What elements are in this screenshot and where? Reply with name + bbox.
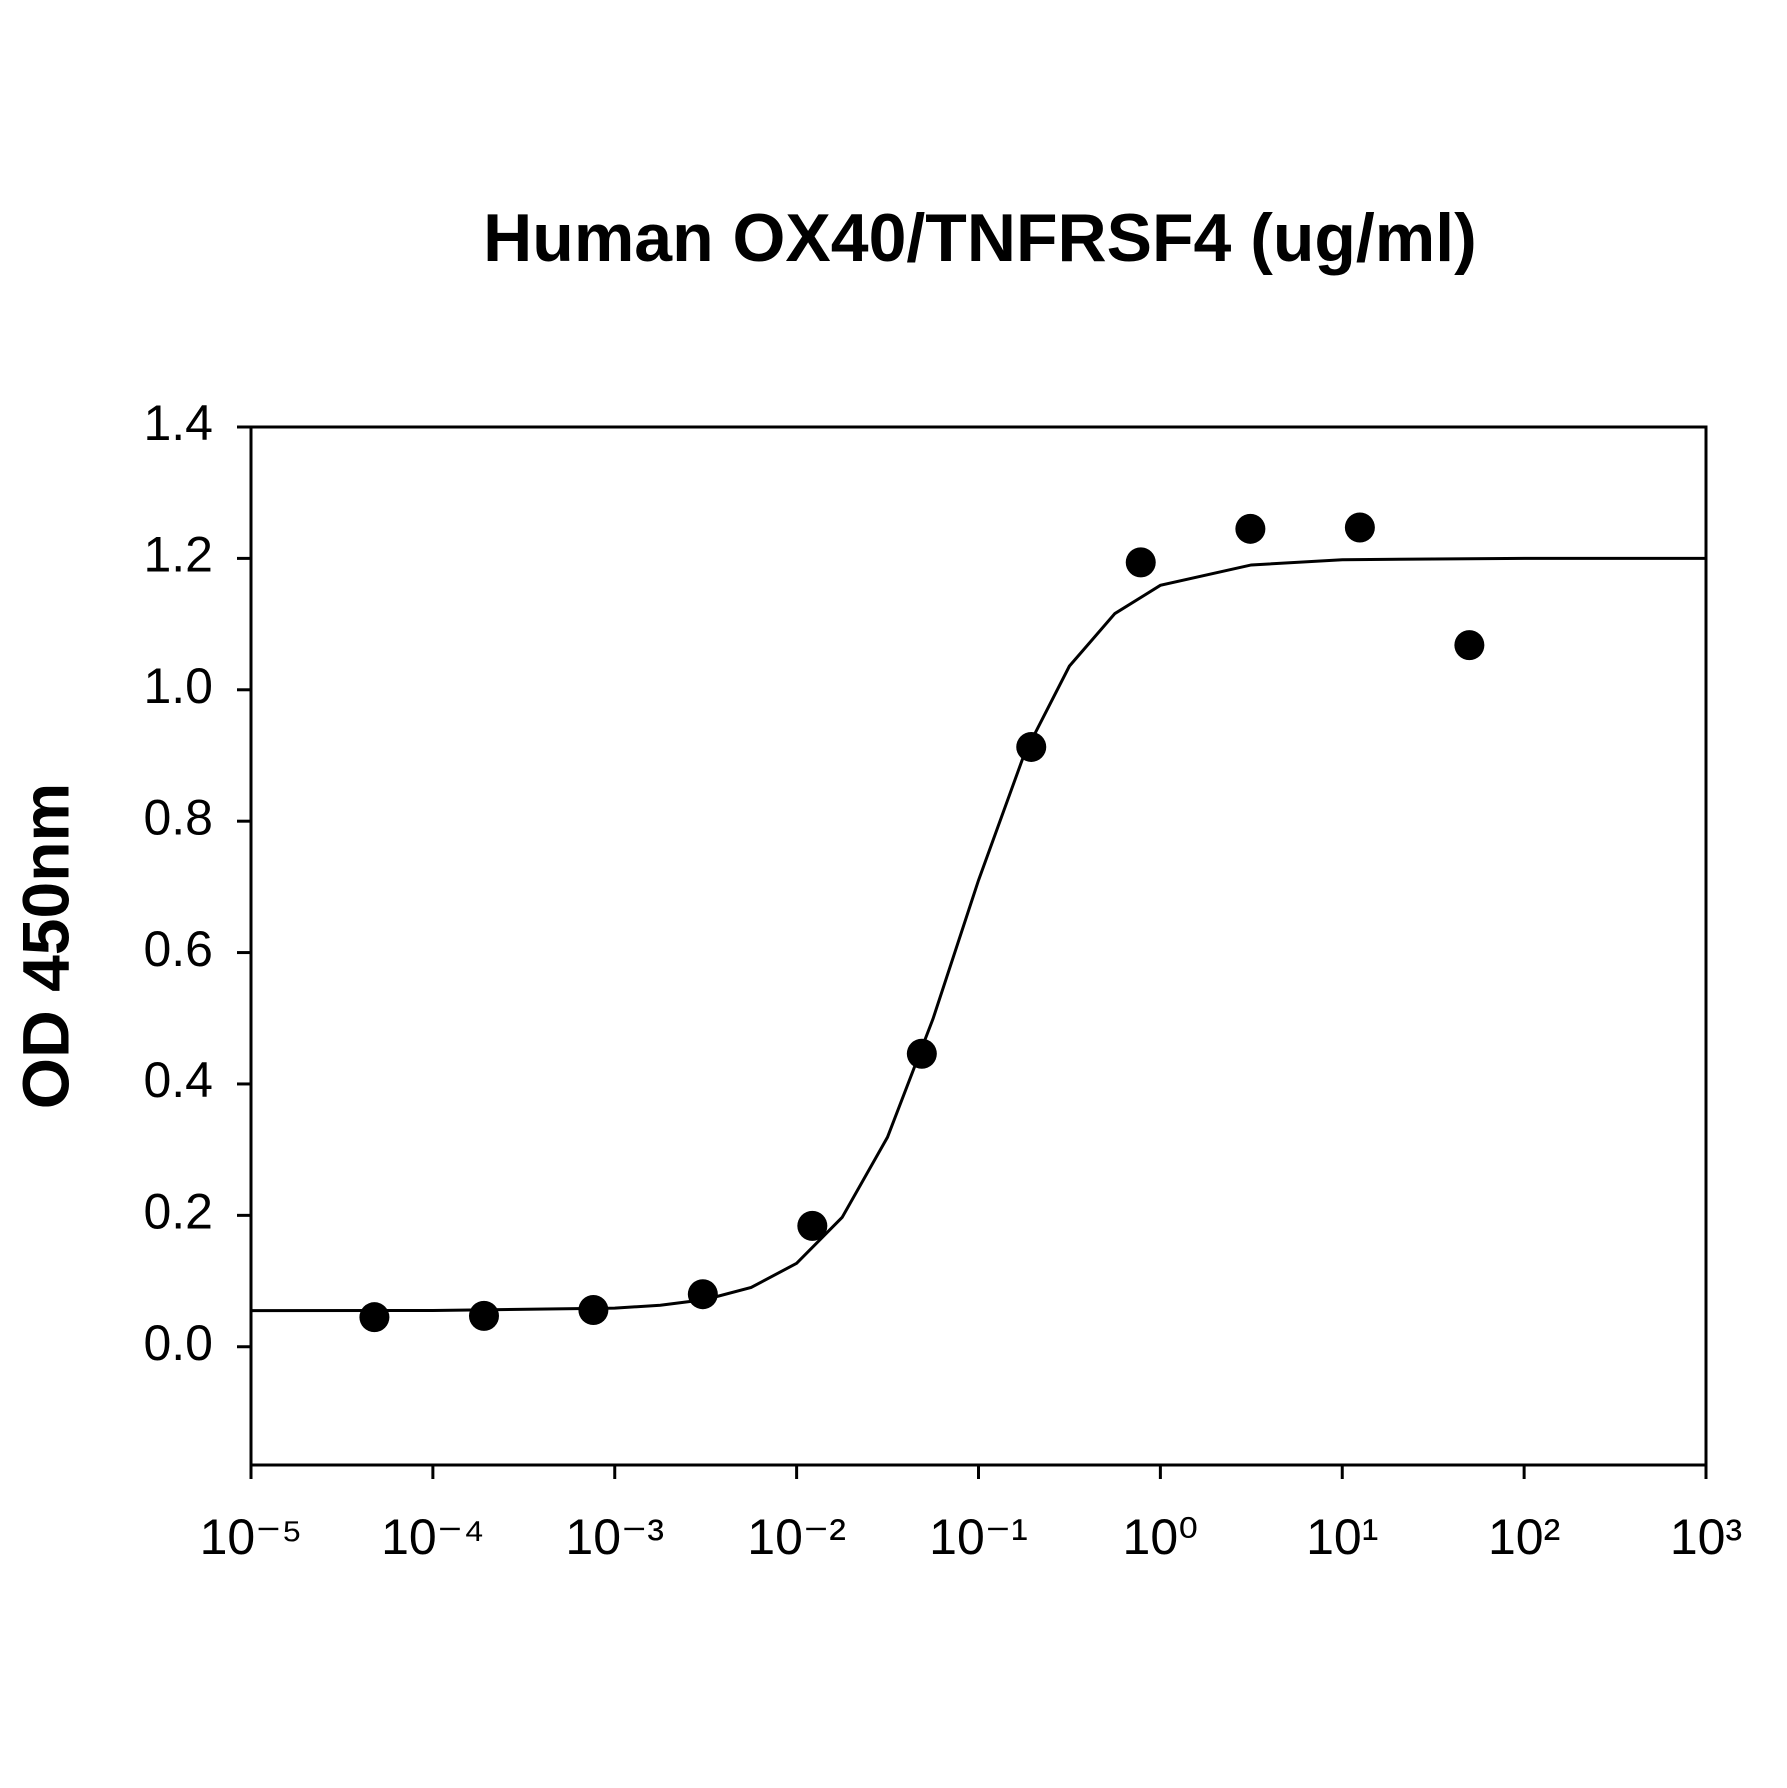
data-point	[1125, 547, 1156, 578]
y-tick-label: 0.2	[143, 1184, 213, 1240]
x-tick-label: 10³	[1670, 1509, 1742, 1565]
data-point	[1344, 512, 1375, 543]
data-point	[687, 1279, 718, 1310]
y-tick-label: 1.4	[143, 395, 213, 451]
data-point	[359, 1302, 390, 1333]
y-axis-label: OD 450nm	[8, 783, 82, 1109]
data-point	[1235, 513, 1266, 544]
chart-title: Human OX40/TNFRSF4 (ug/ml)	[483, 200, 1477, 276]
y-tick-label: 0.6	[143, 921, 213, 977]
y-tick-label: 1.0	[143, 658, 213, 714]
data-point	[797, 1210, 828, 1241]
y-tick-label: 1.2	[143, 527, 213, 583]
x-tick-label: 10²	[1488, 1509, 1560, 1565]
y-tick-label: 0.4	[143, 1052, 213, 1108]
data-point	[906, 1038, 937, 1069]
data-point	[578, 1294, 609, 1325]
y-tick-label: 0.0	[143, 1315, 213, 1371]
fit-curve	[250, 556, 1706, 1313]
x-tick-label: 10⁻¹	[929, 1509, 1028, 1565]
x-tick-label: 10⁻⁵	[200, 1509, 303, 1565]
y-tick-label: 0.8	[143, 789, 213, 845]
data-point	[1454, 630, 1485, 661]
x-tick-label: 10⁻⁴	[381, 1509, 485, 1565]
x-tick-label: 10¹	[1306, 1509, 1378, 1565]
x-tick-label: 10⁰	[1123, 1509, 1199, 1565]
data-point	[1016, 731, 1047, 762]
data-point	[468, 1300, 499, 1331]
x-tick-label: 10⁻³	[565, 1509, 664, 1565]
x-tick-label: 10⁻²	[747, 1509, 846, 1565]
